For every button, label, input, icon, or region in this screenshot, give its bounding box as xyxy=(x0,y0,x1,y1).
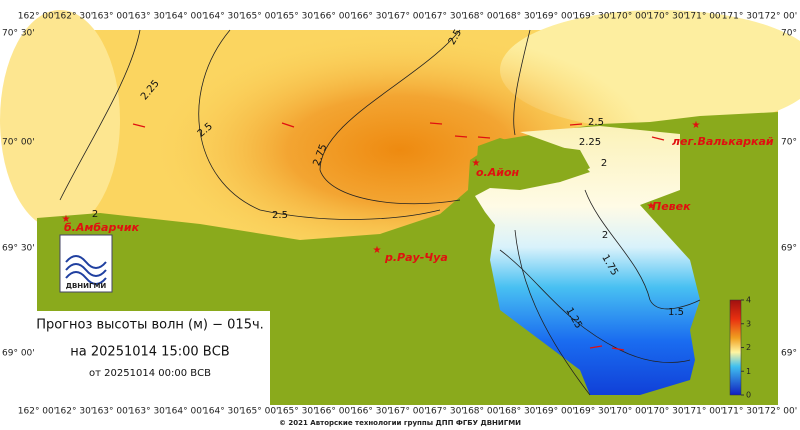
longitude-label: 167° 30' xyxy=(425,12,463,22)
contour-label: 2.25 xyxy=(579,137,601,148)
place-label: р.Рау-Чуа xyxy=(384,251,448,264)
longitude-label: 162° 00' xyxy=(18,12,56,22)
place-label: лег.Валькаркай xyxy=(672,135,774,148)
longitude-label: 172° 00' xyxy=(759,407,797,417)
longitude-label: 171° 30' xyxy=(722,12,760,22)
arrows xyxy=(132,122,665,351)
contour-label: 2.5 xyxy=(588,117,604,128)
island xyxy=(476,138,590,190)
longitude-label: 164° 30' xyxy=(203,407,241,417)
footer: © 2021 Авторские технологии группы ДПП Ф… xyxy=(279,419,521,427)
longitude-label: 162° 00' xyxy=(18,407,56,417)
logo: ДВНИГМИ xyxy=(59,234,113,293)
longitude-label: 163° 00' xyxy=(92,12,130,22)
contours xyxy=(59,29,701,396)
longitude-label: 170° 00' xyxy=(611,407,649,417)
latitude-label: 69° 30' xyxy=(2,244,35,254)
contour-label: 2.5 xyxy=(272,210,288,221)
longitude-label: 168° 30' xyxy=(499,12,537,22)
longitude-label: 164° 00' xyxy=(166,407,204,417)
contour-label: 2 xyxy=(601,158,607,169)
longitude-label: 171° 00' xyxy=(685,407,723,417)
latitude-label: 70° 3 xyxy=(781,29,800,39)
longitude-label: 162° 30' xyxy=(55,407,93,417)
contour-label: 2 xyxy=(92,209,98,220)
latitude-label: 69° 3 xyxy=(781,244,800,254)
longitude-label: 170° 30' xyxy=(648,12,686,22)
sea xyxy=(0,10,120,230)
longitude-label: 164° 00' xyxy=(166,12,204,22)
longitude-label: 165° 30' xyxy=(277,12,315,22)
colorbar-tick-label: 3 xyxy=(746,319,751,328)
bay xyxy=(475,126,700,395)
longitude-label: 168° 00' xyxy=(462,12,500,22)
logo-waves xyxy=(65,255,107,285)
longitude-label: 166° 00' xyxy=(314,407,352,417)
longitude-label: 162° 30' xyxy=(55,12,93,22)
longitude-label: 166° 30' xyxy=(351,407,389,417)
colorbar-tick-label: 0 xyxy=(746,391,751,400)
info-issued: от 20251014 00:00 ВСВ xyxy=(89,368,211,379)
latitude-label: 70° 30' xyxy=(2,29,35,39)
colorbar-tick-label: 2 xyxy=(746,343,751,352)
longitude-label: 165° 00' xyxy=(240,407,278,417)
logo-text: ДВНИГМИ xyxy=(66,282,107,290)
place-star: ★ xyxy=(373,245,382,256)
latitude-label: 69° 00' xyxy=(2,349,35,359)
longitude-label: 165° 30' xyxy=(277,407,315,417)
place-label: б.Амбарчик xyxy=(64,221,140,234)
longitude-label: 170° 00' xyxy=(611,12,649,22)
colorbar-tick-label: 4 xyxy=(746,296,751,305)
place-star: ★ xyxy=(647,201,656,212)
longitude-label: 169° 30' xyxy=(574,12,612,22)
contour-label: 2 xyxy=(602,230,608,241)
colorbar-tick-label: 1 xyxy=(746,367,751,376)
longitude-label: 163° 30' xyxy=(129,12,167,22)
latitude-label: 69° 0 xyxy=(781,349,800,359)
place-star: ★ xyxy=(62,214,71,225)
longitude-label: 172° 00' xyxy=(759,12,797,22)
longitude-label: 169° 00' xyxy=(536,407,574,417)
place-star: ★ xyxy=(472,158,481,169)
longitude-label: 163° 30' xyxy=(129,407,167,417)
colorbar xyxy=(729,299,742,396)
info-valid: на 20251014 15:00 ВСВ xyxy=(70,345,229,360)
longitude-label: 171° 30' xyxy=(722,407,760,417)
place-label: Певек xyxy=(652,200,691,213)
longitude-label: 167° 00' xyxy=(388,12,426,22)
latitude-label: 70° 00' xyxy=(2,138,35,148)
longitude-label: 166° 00' xyxy=(314,12,352,22)
longitude-label: 170° 30' xyxy=(648,407,686,417)
longitude-label: 167° 30' xyxy=(425,407,463,417)
place-label: о.Айон xyxy=(476,166,520,179)
longitude-label: 166° 30' xyxy=(351,12,389,22)
longitude-label: 169° 00' xyxy=(536,12,574,22)
longitude-label: 164° 30' xyxy=(203,12,241,22)
longitude-label: 168° 30' xyxy=(499,407,537,417)
info-title: Прогноз высоты волн (м) − 015ч. xyxy=(36,318,264,333)
longitude-label: 163° 00' xyxy=(92,407,130,417)
contour-label: 1.5 xyxy=(668,307,684,318)
latitude-label: 70° 0 xyxy=(781,138,800,148)
longitude-label: 165° 00' xyxy=(240,12,278,22)
longitude-label: 168° 00' xyxy=(462,407,500,417)
longitude-label: 167° 00' xyxy=(388,407,426,417)
info-box xyxy=(37,311,270,405)
longitude-label: 171° 00' xyxy=(685,12,723,22)
longitude-label: 169° 30' xyxy=(574,407,612,417)
place-star: ★ xyxy=(692,120,701,131)
